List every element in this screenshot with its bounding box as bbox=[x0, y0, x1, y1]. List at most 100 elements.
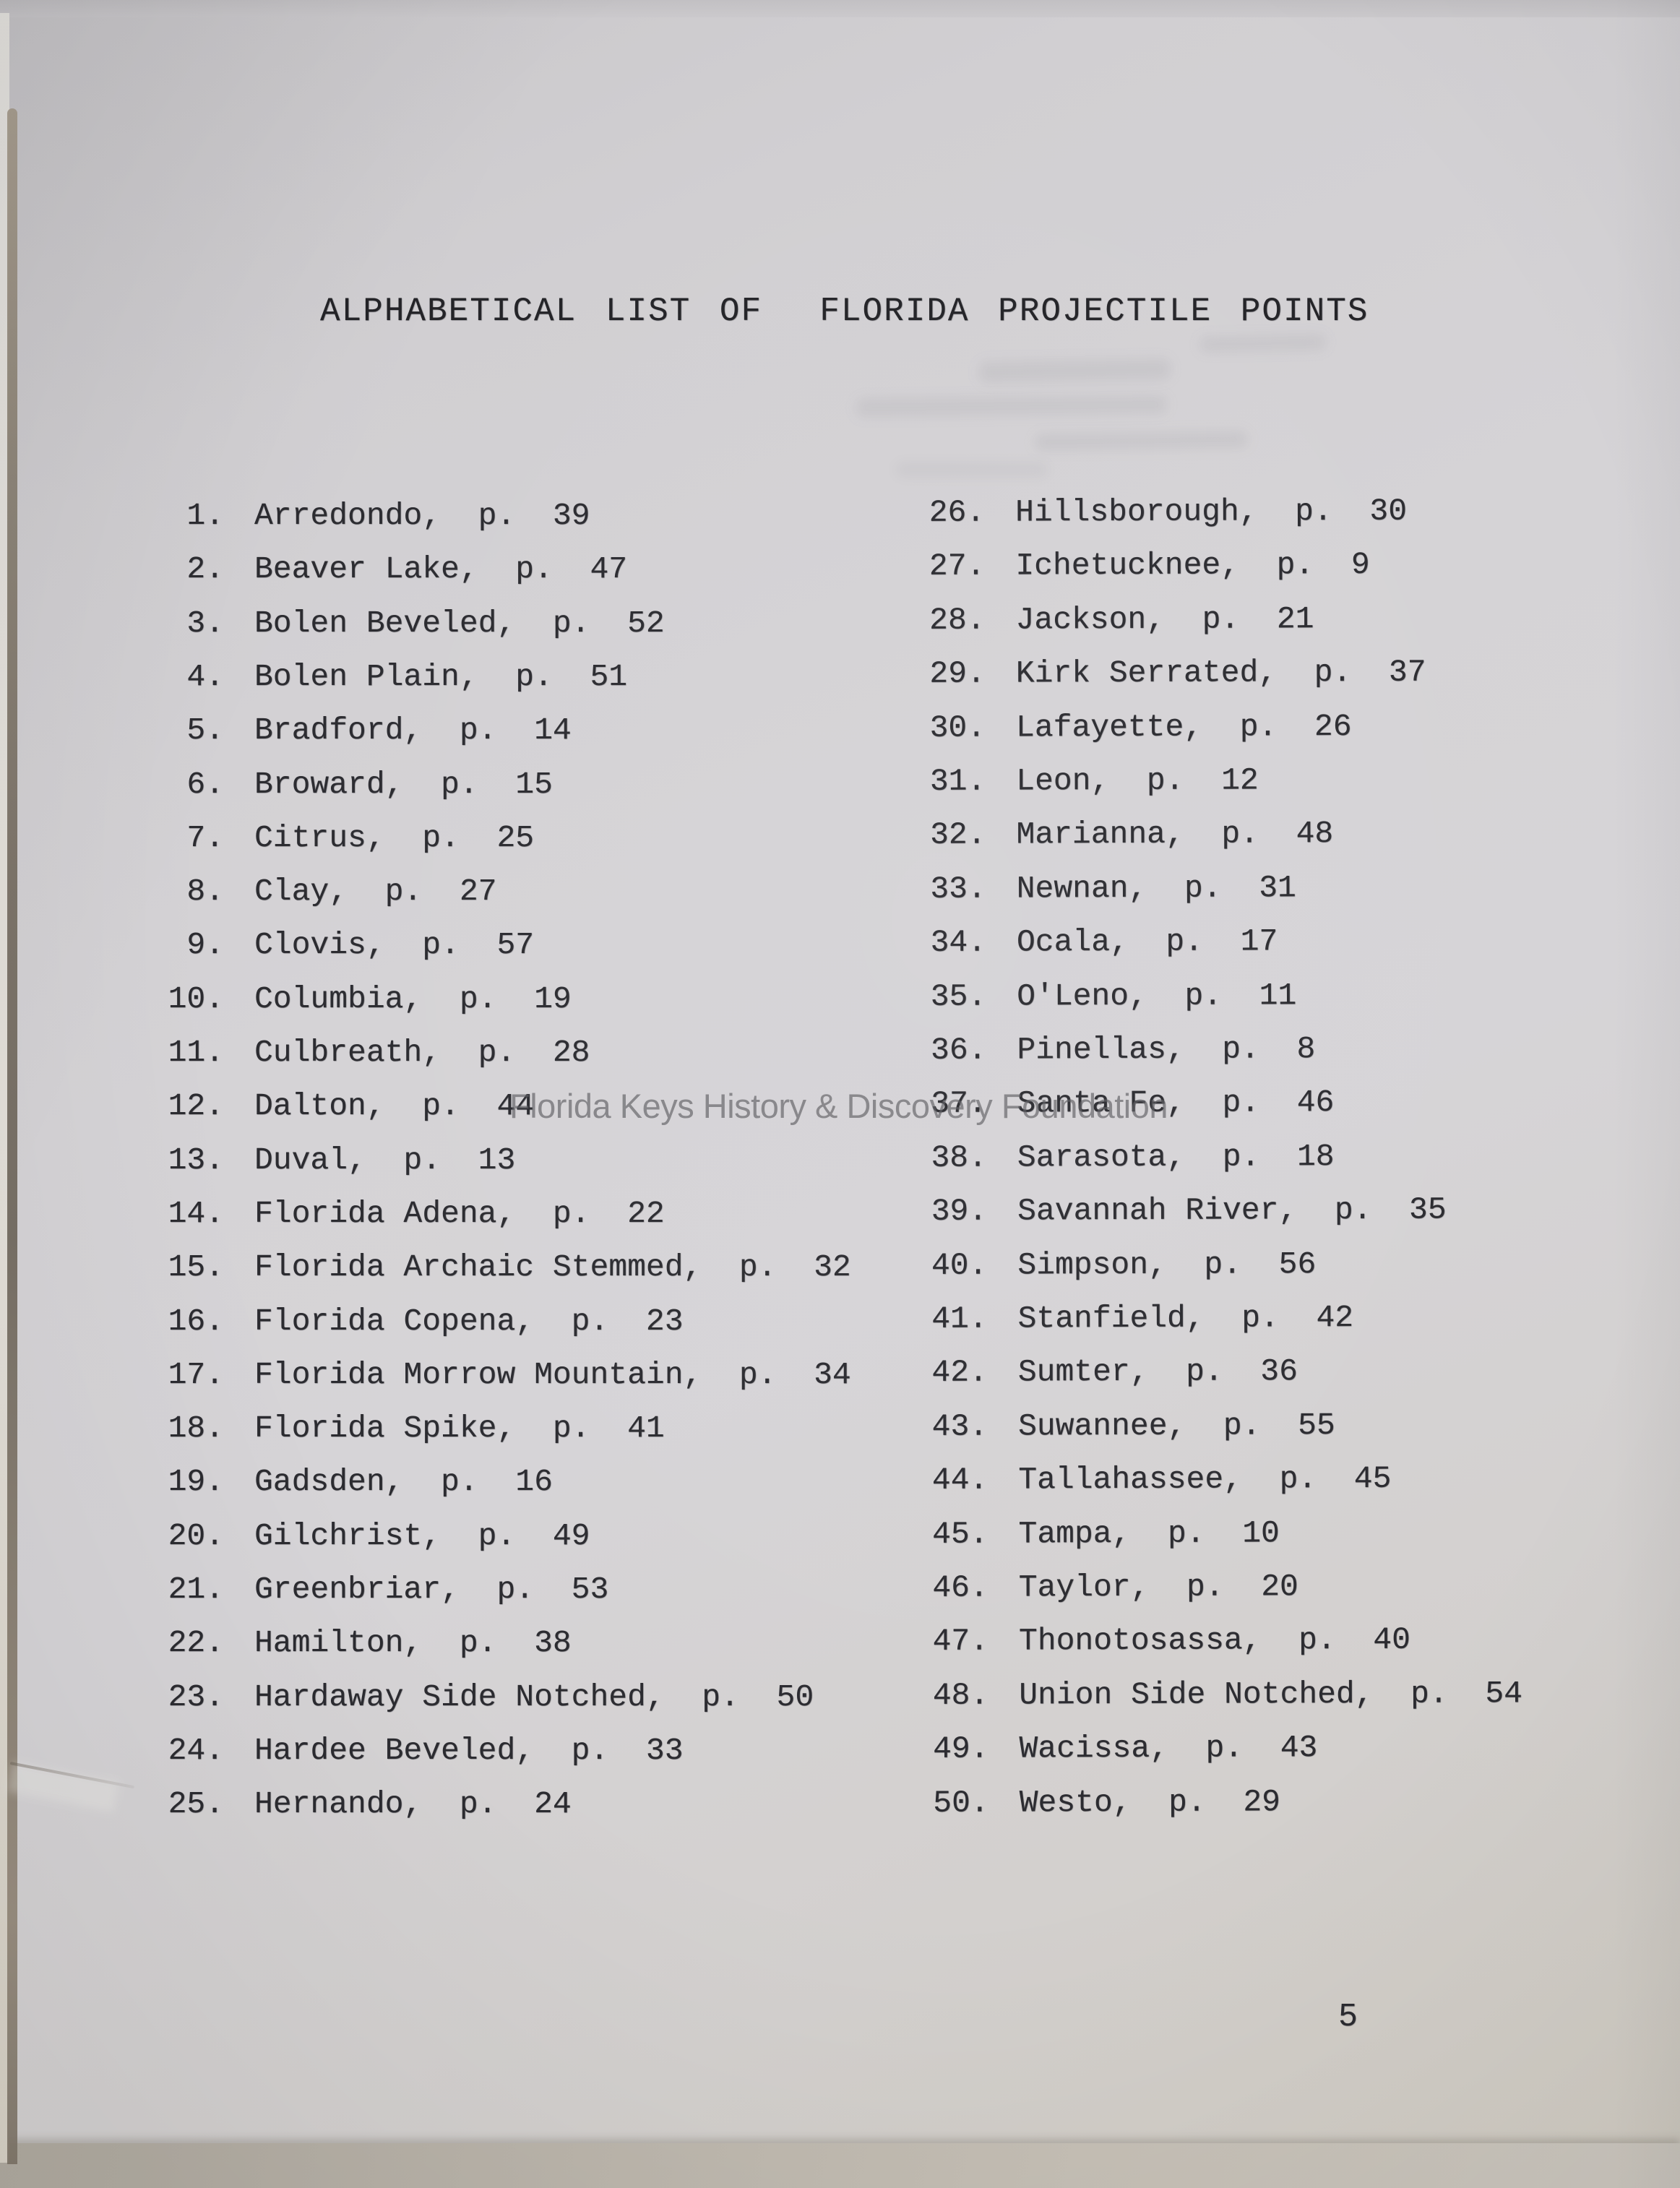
watermark-text: Florida Keys History & Discovery Foundat… bbox=[509, 1087, 1168, 1125]
item-number: 46. bbox=[932, 1569, 988, 1606]
list-column-left: 1. Arredondo, p. 39 2. Beaver Lake, p. 47 3.… bbox=[130, 497, 896, 1856]
item-label: Hamilton, p. 38 bbox=[254, 1625, 572, 1661]
item-number: 42. bbox=[931, 1354, 988, 1390]
list-item: 50. Westo, p. 29 bbox=[895, 1783, 1280, 1822]
list-item: 34. Ocala, p. 17 bbox=[892, 923, 1278, 962]
item-number: 21. bbox=[168, 1572, 224, 1607]
list-item: 27. Ichetucknee, p. 9 bbox=[891, 546, 1370, 585]
item-number: 11. bbox=[168, 1035, 224, 1070]
item-number: 15. bbox=[168, 1249, 224, 1285]
item-number: 22. bbox=[168, 1625, 224, 1661]
item-label: Hillsborough, p. 30 bbox=[1015, 493, 1408, 530]
bleed-through-smudge bbox=[896, 462, 1048, 477]
list-item: 13. Duval, p. 13 bbox=[130, 1142, 516, 1179]
list-item: 41. Stanfield, p. 42 bbox=[894, 1299, 1354, 1338]
item-label: Simpson, p. 56 bbox=[1017, 1246, 1317, 1283]
item-label: Sumter, p. 36 bbox=[1017, 1353, 1298, 1390]
list-item: 17. Florida Morrow Mountain, p. 34 bbox=[130, 1356, 851, 1394]
item-label: Marianna, p. 48 bbox=[1016, 816, 1334, 853]
item-label: Tallahassee, p. 45 bbox=[1018, 1460, 1392, 1498]
item-label: Gilchrist, p. 49 bbox=[254, 1518, 590, 1554]
list-item: 7. Citrus, p. 25 bbox=[130, 819, 534, 857]
list-item: 24. Hardee Beveled, p. 33 bbox=[130, 1732, 684, 1770]
list-item: 30. Lafayette, p. 26 bbox=[892, 708, 1352, 747]
item-label: Pinellas, p. 8 bbox=[1017, 1031, 1316, 1068]
list-item: 16. Florida Copena, p. 23 bbox=[130, 1303, 684, 1340]
list-item: 38. Sarasota, p. 18 bbox=[893, 1138, 1335, 1177]
list-item: 43. Suwannee, p. 55 bbox=[894, 1407, 1335, 1446]
item-number: 31. bbox=[929, 763, 986, 799]
list-item: 4. Bolen Plain, p. 51 bbox=[130, 658, 627, 696]
item-number: 34. bbox=[930, 924, 987, 960]
item-label: Culbreath, p. 28 bbox=[254, 1035, 590, 1070]
list-item: 12. Dalton, p. 44 bbox=[130, 1087, 535, 1125]
item-label: Wacissa, p. 43 bbox=[1019, 1730, 1318, 1767]
item-label: Taylor, p. 20 bbox=[1018, 1569, 1298, 1606]
item-number: 9. bbox=[186, 927, 224, 962]
list-item: 35. O'Leno, p. 11 bbox=[892, 977, 1297, 1016]
item-label: Florida Copena, p. 23 bbox=[254, 1304, 684, 1339]
item-label: Savannah River, p. 35 bbox=[1017, 1192, 1447, 1229]
bleed-through-smudge bbox=[856, 395, 1168, 418]
item-label: Clovis, p. 57 bbox=[254, 927, 535, 962]
list-item: 3. Bolen Beveled, p. 52 bbox=[130, 605, 665, 642]
list-item: 44. Tallahassee, p. 45 bbox=[894, 1460, 1392, 1499]
item-label: Columbia, p. 19 bbox=[254, 981, 572, 1017]
list-item: 40. Simpson, p. 56 bbox=[893, 1246, 1316, 1285]
item-label: Gadsden, p. 16 bbox=[254, 1464, 553, 1499]
item-number: 12. bbox=[168, 1088, 224, 1124]
item-label: Duval, p. 13 bbox=[254, 1142, 516, 1178]
list-item: 42. Sumter, p. 36 bbox=[894, 1353, 1298, 1392]
item-label: Clay, p. 27 bbox=[254, 874, 497, 909]
item-label: Hernando, p. 24 bbox=[254, 1786, 572, 1822]
item-number: 20. bbox=[168, 1518, 224, 1554]
item-label: Broward, p. 15 bbox=[254, 767, 553, 802]
item-number: 50. bbox=[933, 1785, 989, 1821]
item-number: 3. bbox=[186, 606, 224, 641]
item-label: Bradford, p. 14 bbox=[254, 712, 572, 748]
item-label: Bolen Beveled, p. 52 bbox=[254, 606, 665, 641]
corner-crease-highlight bbox=[7, 1762, 119, 1812]
item-number: 41. bbox=[931, 1301, 988, 1337]
item-label: Lafayette, p. 26 bbox=[1015, 708, 1352, 746]
page-title: ALPHABETICAL LIST OF FLORIDA PROJECTILE … bbox=[320, 293, 1369, 330]
item-number: 38. bbox=[931, 1140, 987, 1176]
item-number: 1. bbox=[186, 498, 224, 533]
item-label: Westo, p. 29 bbox=[1019, 1784, 1281, 1821]
list-item: 6. Broward, p. 15 bbox=[130, 766, 553, 804]
list-item: 39. Savannah River, p. 35 bbox=[893, 1192, 1447, 1231]
item-label: Ichetucknee, p. 9 bbox=[1015, 546, 1370, 584]
list-item: 29. Kirk Serrated, p. 37 bbox=[892, 654, 1426, 693]
item-label: Tampa, p. 10 bbox=[1018, 1515, 1280, 1552]
scan-top-edge bbox=[0, 0, 1680, 17]
item-number: 24. bbox=[168, 1733, 224, 1768]
list-item: 8. Clay, p. 27 bbox=[130, 873, 496, 910]
item-number: 16. bbox=[168, 1304, 224, 1339]
page-left-edge-highlight bbox=[0, 13, 9, 2163]
item-number: 23. bbox=[168, 1679, 224, 1715]
item-label: Arredondo, p. 39 bbox=[254, 498, 590, 533]
item-label: Hardaway Side Notched, p. 50 bbox=[254, 1679, 814, 1715]
list-item: 21. Greenbriar, p. 53 bbox=[130, 1571, 609, 1608]
list-item: 46. Taylor, p. 20 bbox=[895, 1568, 1298, 1607]
item-number: 39. bbox=[931, 1193, 988, 1229]
list-item: 18. Florida Spike, p. 41 bbox=[130, 1410, 665, 1447]
item-label: Florida Adena, p. 22 bbox=[254, 1196, 665, 1231]
item-number: 2. bbox=[186, 551, 224, 587]
item-number: 18. bbox=[168, 1410, 224, 1446]
item-label: Florida Morrow Mountain, p. 34 bbox=[254, 1357, 851, 1392]
page-left-edge-shadow bbox=[7, 108, 17, 2164]
item-label: Stanfield, p. 42 bbox=[1017, 1299, 1354, 1337]
item-label: Suwannee, p. 55 bbox=[1017, 1408, 1335, 1444]
list-item: 10. Columbia, p. 19 bbox=[130, 981, 572, 1018]
list-item: 47. Thonotosassa, p. 40 bbox=[895, 1621, 1410, 1661]
list-item: 1. Arredondo, p. 39 bbox=[130, 497, 590, 535]
item-number: 25. bbox=[168, 1786, 224, 1822]
list-item: 15. Florida Archaic Stemmed, p. 32 bbox=[130, 1249, 851, 1286]
item-number: 7. bbox=[186, 820, 224, 856]
item-number: 6. bbox=[186, 767, 224, 802]
list-item: 11. Culbreath, p. 28 bbox=[130, 1034, 590, 1072]
item-number: 33. bbox=[930, 871, 986, 907]
list-item: 14. Florida Adena, p. 22 bbox=[130, 1195, 665, 1233]
item-number: 35. bbox=[930, 978, 987, 1015]
